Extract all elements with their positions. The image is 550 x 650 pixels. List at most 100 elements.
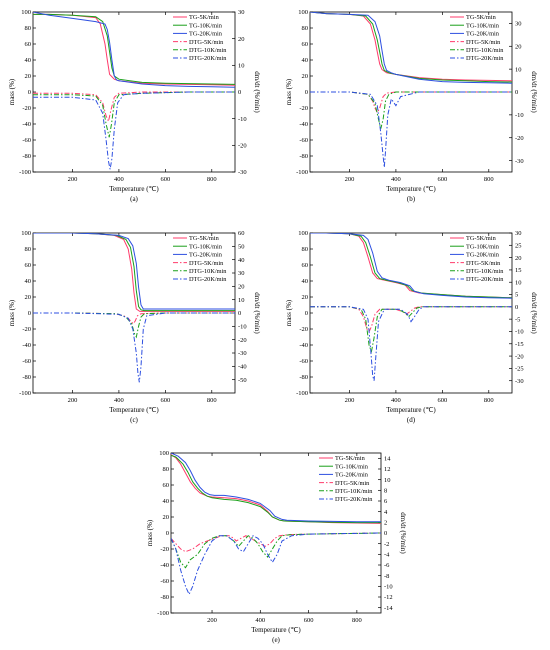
y-right-tick-label: 0 <box>238 310 241 317</box>
y-right-tick-label: 8 <box>384 488 387 495</box>
series-dtg-20k-min <box>310 306 512 381</box>
legend-label: TG-20K/min <box>466 252 500 259</box>
x-tick-label: 600 <box>160 397 170 404</box>
legend-label: TG-10K/min <box>189 243 223 250</box>
y-right-tick-label: 10 <box>515 66 522 73</box>
y-right-tick-label: 2 <box>384 520 387 527</box>
y-left-tick-label: -40 <box>299 342 308 349</box>
y-right-tick-label: 20 <box>238 36 245 43</box>
x-tick-label: 800 <box>207 397 217 404</box>
x-tick-label: 200 <box>345 176 355 183</box>
series-dtg-10k-min <box>33 312 235 339</box>
y-left-tick-label: 0 <box>28 310 31 317</box>
y-left-tick-label: 0 <box>305 310 308 317</box>
legend-label: TG-10K/min <box>335 463 369 470</box>
y-left-tick-label: -20 <box>299 105 308 112</box>
y-right-tick-label: 0 <box>515 304 518 311</box>
legend-label: DTG-20K/min <box>189 55 227 62</box>
y-right-tick-label: 0 <box>238 89 241 96</box>
y-left-tick-label: -100 <box>296 390 308 397</box>
y-left-axis-label: mass (%) <box>285 78 293 105</box>
legend: TG-5K/minTG-10K/minTG-20K/minDTG-5K/minD… <box>450 235 504 283</box>
y-right-tick-label: 0 <box>384 530 387 537</box>
y-right-tick-label: 40 <box>238 257 245 264</box>
y-left-tick-label: 40 <box>25 278 32 285</box>
chart-panel-3: 200 400 600 800-100-80-60-40-20020406080100… <box>285 230 538 424</box>
y-left-tick-label: -60 <box>299 358 308 365</box>
panel-label: (b) <box>407 195 416 203</box>
y-right-tick-label: 30 <box>515 21 522 28</box>
chart-panel-1: 200 400 600 800-100-80-60-40-20020406080100… <box>285 9 538 203</box>
legend-label: DTG-5K/min <box>335 480 370 487</box>
x-axis-label: Temperature (℃) <box>251 626 301 634</box>
legend: TG-5K/minTG-10K/minTG-20K/minDTG-5K/minD… <box>173 235 227 283</box>
y-left-tick-label: 20 <box>163 514 170 521</box>
y-right-axis-label: dm/dt (%/min) <box>399 512 407 554</box>
y-left-tick-label: -60 <box>22 137 31 144</box>
legend-label: TG-5K/min <box>466 235 497 242</box>
y-left-tick-label: 20 <box>25 73 32 80</box>
legend-label: DTG-5K/min <box>466 260 501 267</box>
y-right-tick-label: -30 <box>515 158 524 165</box>
x-tick-label: 600 <box>437 176 447 183</box>
y-left-tick-label: -100 <box>296 169 308 176</box>
y-right-tick-label: -40 <box>238 364 247 371</box>
y-left-tick-label: 80 <box>302 246 309 253</box>
y-right-tick-label: 25 <box>515 243 522 250</box>
plot-area <box>33 12 235 170</box>
legend-label: TG-10K/min <box>189 22 223 29</box>
y-right-tick-label: -10 <box>515 112 524 119</box>
y-left-axis-label: mass (%) <box>8 299 16 326</box>
y-left-tick-label: -60 <box>160 578 169 585</box>
series-dtg-5k-min <box>33 312 235 325</box>
y-left-tick-label: -100 <box>19 390 31 397</box>
x-tick-label: 200 <box>345 397 355 404</box>
y-right-tick-label: 60 <box>238 230 245 237</box>
x-tick-label: 200 <box>68 397 78 404</box>
panel-label: (a) <box>130 195 138 203</box>
legend-label: DTG-10K/min <box>466 268 504 275</box>
y-left-tick-label: 100 <box>159 450 169 457</box>
y-left-tick-label: -40 <box>299 121 308 128</box>
y-left-tick-label: -20 <box>22 105 31 112</box>
y-right-tick-label: -30 <box>238 169 247 176</box>
series-tg-10k-min <box>33 13 235 85</box>
legend-label: DTG-5K/min <box>466 39 501 46</box>
series-tg-20k-min <box>310 233 512 299</box>
y-right-tick-label: 20 <box>515 43 522 50</box>
series-dtg-5k-min <box>310 91 512 114</box>
y-left-tick-label: 60 <box>302 262 309 269</box>
legend-label: TG-5K/min <box>189 14 220 21</box>
y-right-tick-label: -30 <box>515 378 524 385</box>
y-left-tick-label: 100 <box>21 230 31 237</box>
y-right-tick-label: -20 <box>238 143 247 150</box>
y-left-tick-label: -100 <box>157 610 169 617</box>
y-right-tick-label: 20 <box>238 284 245 291</box>
y-left-tick-label: -80 <box>299 374 308 381</box>
legend-label: TG-20K/min <box>189 31 223 38</box>
y-left-axis-label: mass (%) <box>146 519 154 546</box>
legend-label: TG-5K/min <box>335 455 366 462</box>
y-left-tick-label: 80 <box>25 25 32 32</box>
y-right-tick-label: 6 <box>384 498 388 505</box>
legend-label: TG-5K/min <box>466 14 497 21</box>
y-left-tick-label: -40 <box>22 342 31 349</box>
x-tick-label: 800 <box>484 176 494 183</box>
y-right-axis-label: dm/dt (%/min) <box>253 71 261 113</box>
series-dtg-10k-min <box>310 91 512 129</box>
y-left-tick-label: 60 <box>302 41 309 48</box>
panel-label: (c) <box>130 416 138 424</box>
x-axis-label: Temperature (℃) <box>386 185 436 193</box>
y-left-tick-label: 0 <box>28 89 31 96</box>
series-tg-10k-min <box>171 454 381 524</box>
y-right-tick-label: 10 <box>238 63 245 70</box>
series-dtg-20k-min <box>33 91 235 170</box>
y-right-tick-label: -20 <box>238 337 247 344</box>
series-dtg-5k-min <box>33 91 235 123</box>
x-tick-label: 400 <box>391 397 401 404</box>
y-right-tick-label: 30 <box>238 270 245 277</box>
y-right-tick-label: 0 <box>515 89 518 96</box>
y-right-tick-label: -20 <box>515 135 524 142</box>
x-tick-label: 600 <box>437 397 447 404</box>
legend-label: DTG-10K/min <box>335 488 373 495</box>
